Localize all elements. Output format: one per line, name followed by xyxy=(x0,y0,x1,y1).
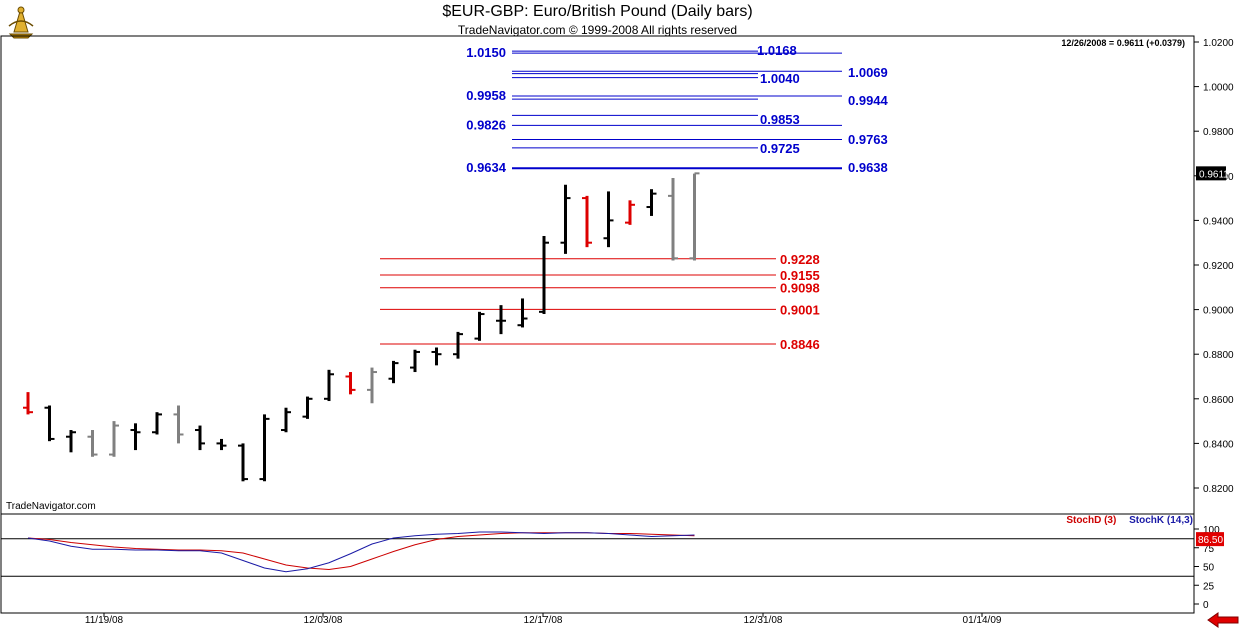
legend-stochd: StochD (3) xyxy=(1066,515,1117,526)
copyright-text: TradeNavigator.com © 1999-2008 All right… xyxy=(457,23,738,37)
last-price-marker: 0.9611 xyxy=(1196,166,1229,181)
ohlc-bar xyxy=(410,349,420,373)
y-tick-label: 0.9000 xyxy=(1203,306,1234,317)
fib-red-label: 0.9098 xyxy=(780,281,820,296)
ohlc-bar xyxy=(87,430,98,457)
sextant-logo-icon[interactable] xyxy=(4,4,38,40)
ohlc-bar xyxy=(324,369,334,402)
y-tick-label: 0.8200 xyxy=(1203,484,1234,495)
stoch-tick-label: 0 xyxy=(1203,600,1209,611)
ohlc-bar xyxy=(431,347,442,366)
fib-blue-label: 1.0150 xyxy=(466,45,506,60)
ohlc-bar xyxy=(44,405,55,442)
last-price-label: 0.9611 xyxy=(1199,169,1229,180)
ohlc-bar xyxy=(130,423,141,451)
fib-blue-label: 0.9944 xyxy=(848,93,889,108)
x-tick-label: 12/17/08 xyxy=(524,615,563,626)
ohlc-bar xyxy=(195,425,205,451)
ohlc-bar xyxy=(474,311,485,341)
x-tick-label: 12/31/08 xyxy=(744,615,783,626)
chart-title: $EUR-GBP: Euro/British Pound (Daily bars… xyxy=(442,3,753,20)
ohlc-bar xyxy=(689,172,700,261)
y-tick-label: 1.0000 xyxy=(1203,83,1234,94)
ohlc-bar xyxy=(539,236,549,315)
fib-blue-label: 0.9853 xyxy=(760,112,800,127)
fib-blue-label: 1.0168 xyxy=(757,43,797,58)
ohlc-bar xyxy=(302,396,313,419)
fib-blue-label: 1.0069 xyxy=(848,65,888,80)
last-price-box xyxy=(1196,166,1226,181)
date-x-axis: 11/19/08 12/03/08 12/17/08 12/31/08 01/14/09 xyxy=(85,613,1002,626)
y-tick-label: 0.9200 xyxy=(1203,261,1234,272)
ohlc-bar xyxy=(23,392,33,415)
y-tick-label: 1.0200 xyxy=(1203,38,1234,49)
ohlc-bar xyxy=(345,372,356,395)
ohlc-bar xyxy=(109,421,119,457)
y-tick-label: 0.9400 xyxy=(1203,216,1234,227)
brand-label: TradeNavigator.com xyxy=(6,501,96,512)
ohlc-bar xyxy=(517,298,528,328)
indicator-legend: StochD (3) StochK (14,3) xyxy=(1066,515,1193,526)
ohlc-bar xyxy=(238,443,248,482)
fib-blue-label: 0.9725 xyxy=(760,141,800,156)
ohlc-bar xyxy=(367,367,377,404)
ohlc-bar xyxy=(173,405,184,444)
stochastic-pane: 100 75 50 25 0 86.50 xyxy=(1,525,1224,611)
y-tick-label: 0.8800 xyxy=(1203,350,1234,361)
stoch-tick-label: 50 xyxy=(1203,563,1215,574)
x-tick-label: 12/03/08 xyxy=(304,615,343,626)
fib-blue-label: 0.9958 xyxy=(466,88,506,103)
ohlc-bar xyxy=(259,414,270,482)
fib-blue-label: 0.9826 xyxy=(466,117,506,132)
fib-red-label: 0.9228 xyxy=(780,252,820,267)
ohlc-bar xyxy=(625,200,635,225)
stoch-pane-border xyxy=(0,513,1195,614)
legend-stochk: StochK (14,3) xyxy=(1129,515,1193,526)
stoch-last-label: 86.50 xyxy=(1198,535,1223,546)
stoch-tick-label: 25 xyxy=(1203,581,1215,592)
y-tick-label: 0.8600 xyxy=(1203,395,1234,406)
x-tick-label: 11/19/08 xyxy=(85,615,124,626)
ohlc-bar xyxy=(668,178,678,261)
price-quote: 12/26/2008 = 0.9611 (+0.0379) xyxy=(1061,38,1185,48)
y-tick-label: 0.8400 xyxy=(1203,439,1234,450)
ohlc-bar xyxy=(560,184,571,254)
ohlc-bar xyxy=(646,189,657,216)
ohlc-bar xyxy=(66,430,76,453)
ohlc-bars xyxy=(23,172,700,482)
fib-red-label: 0.9001 xyxy=(780,302,820,317)
fib-blue-label: 1.0040 xyxy=(760,71,800,86)
back-arrow-icon[interactable] xyxy=(1206,612,1240,628)
ohlc-bar xyxy=(216,438,227,451)
fibonacci-levels: 1.0150 1.0168 1.0069 1.0040 0.9958 0.9944 0.98… xyxy=(380,43,889,352)
ohlc-bar xyxy=(496,305,506,335)
ohlc-bar xyxy=(388,360,399,384)
ohlc-bar xyxy=(152,412,162,435)
ohlc-bar xyxy=(453,331,463,359)
ohlc-bar xyxy=(603,191,614,248)
y-tick-label: 0.9800 xyxy=(1203,127,1234,138)
x-tick-label: 01/14/09 xyxy=(963,615,1002,626)
price-y-axis: 1.02001.00000.98000.96000.94000.92000.90… xyxy=(1194,38,1234,495)
stoch-tick-label: 100 xyxy=(1203,525,1220,536)
stoch-last-box xyxy=(1196,532,1224,547)
fib-red-label: 0.8846 xyxy=(780,337,820,352)
fib-blue-label: 0.9763 xyxy=(848,132,888,147)
ohlc-bar xyxy=(281,407,291,433)
fib-blue-label: 0.9634 xyxy=(466,160,507,175)
fib-blue-label: 0.9638 xyxy=(848,160,888,175)
fib-red-label: 0.9155 xyxy=(780,268,820,283)
stochk-line xyxy=(27,531,695,573)
ohlc-bar xyxy=(582,195,592,248)
stoch-tick-label: 75 xyxy=(1203,544,1215,555)
